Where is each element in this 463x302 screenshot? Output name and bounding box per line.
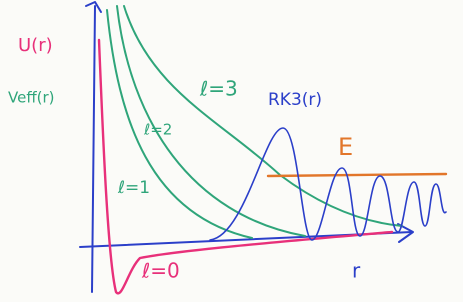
paper — [0, 0, 463, 302]
energy-label: E — [338, 133, 353, 161]
curve-label: ℓ=0 — [141, 259, 180, 283]
curve-label: ℓ=1 — [117, 178, 150, 198]
curve-label: ℓ=3 — [199, 77, 238, 101]
x-label: r — [352, 259, 361, 283]
y-label: U(r) — [18, 35, 53, 56]
curve-label: ℓ=2 — [143, 121, 172, 139]
diagram: U(r) Veff(r) ℓ=3 ℓ=2 ℓ=1 ℓ=0 RK3(r) E r — [0, 0, 463, 302]
y-label-2: Veff(r) — [8, 89, 55, 107]
wavefunction-label: RK3(r) — [268, 90, 322, 110]
